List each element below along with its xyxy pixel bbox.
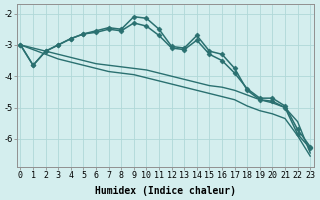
X-axis label: Humidex (Indice chaleur): Humidex (Indice chaleur) (95, 186, 236, 196)
